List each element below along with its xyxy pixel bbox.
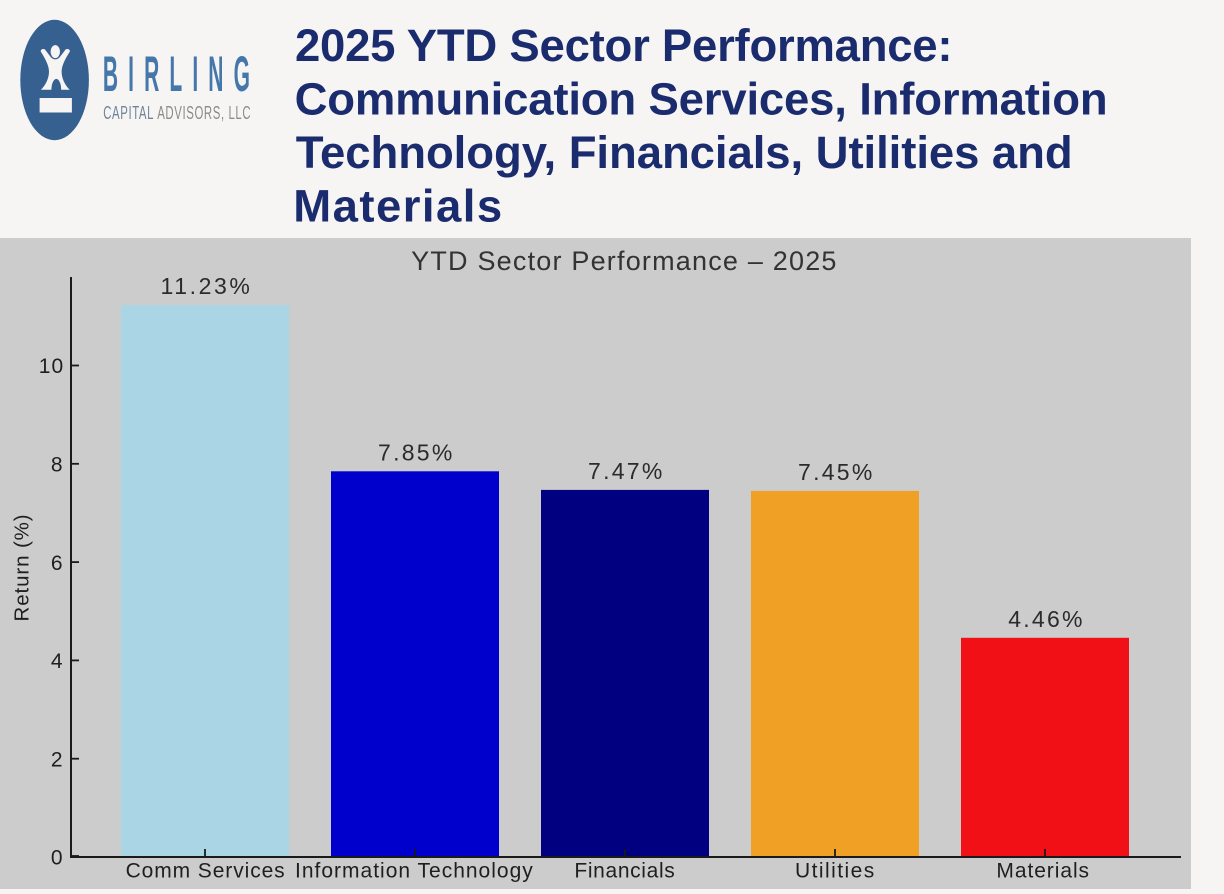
svg-text:2025 YTD Sector Performance:: 2025 YTD Sector Performance: <box>295 20 952 71</box>
svg-text:7.85%: 7.85% <box>378 440 455 466</box>
svg-text:Communication Services, Inform: Communication Services, Information <box>295 73 1108 124</box>
svg-text:CAPITAL ADVISORS, LLC: CAPITAL ADVISORS, LLC <box>103 103 251 123</box>
svg-text:Information Technology: Information Technology <box>295 860 534 883</box>
svg-text:7.45%: 7.45% <box>798 459 875 485</box>
svg-text:Technology, Financials, Utilit: Technology, Financials, Utilities and <box>296 127 1073 178</box>
svg-text:8: 8 <box>51 454 63 477</box>
svg-text:7.47%: 7.47% <box>588 458 665 484</box>
svg-text:Materials: Materials <box>996 860 1090 883</box>
svg-text:4.46%: 4.46% <box>1008 606 1085 632</box>
svg-text:BIRLING: BIRLING <box>103 46 260 102</box>
svg-text:4: 4 <box>51 650 63 673</box>
svg-text:6: 6 <box>51 552 63 575</box>
svg-text:Comm Services: Comm Services <box>126 860 286 883</box>
svg-text:10: 10 <box>39 355 65 378</box>
svg-text:0: 0 <box>51 847 63 870</box>
svg-text:2: 2 <box>51 748 63 771</box>
svg-text:Return (%): Return (%) <box>10 513 33 621</box>
svg-text:Utilities: Utilities <box>795 860 876 883</box>
svg-text:Materials: Materials <box>293 180 503 231</box>
svg-text:11.23%: 11.23% <box>161 273 253 299</box>
svg-text:Financials: Financials <box>574 860 675 883</box>
svg-text:YTD Sector Performance – 2025: YTD Sector Performance – 2025 <box>411 246 838 276</box>
